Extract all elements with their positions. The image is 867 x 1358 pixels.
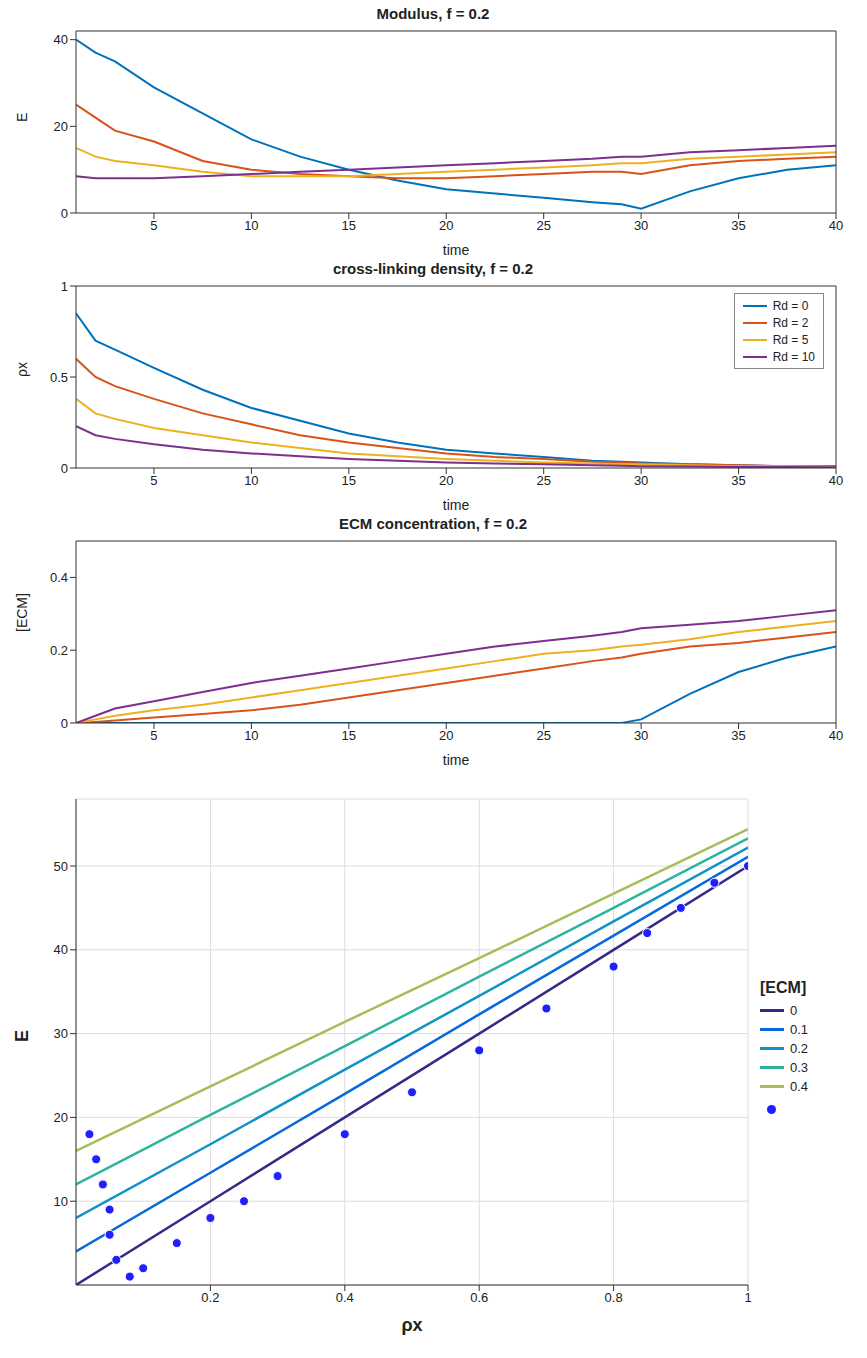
html-text:0.2: 0.2 xyxy=(790,1041,809,1056)
html-text:Rd = 5: Rd = 5 xyxy=(772,332,809,347)
svg-text:1: 1 xyxy=(744,1290,751,1305)
svg-text:20: 20 xyxy=(439,218,453,233)
svg-text:10: 10 xyxy=(54,1194,68,1209)
svg-text:10: 10 xyxy=(244,473,258,488)
svg-text:0.2: 0.2 xyxy=(201,1290,219,1305)
svg-text:40: 40 xyxy=(829,218,843,233)
svg-text:1: 1 xyxy=(61,279,68,294)
svg-text:0: 0 xyxy=(61,206,68,221)
svg-text:15: 15 xyxy=(342,218,356,233)
svg-text:20: 20 xyxy=(439,728,453,743)
html-text:cross-linking density, f = 0.2: cross-linking density, f = 0.2 xyxy=(332,260,534,277)
svg-text:0.4: 0.4 xyxy=(50,570,68,585)
svg-text:20: 20 xyxy=(439,473,453,488)
svg-text:30: 30 xyxy=(634,218,648,233)
svg-text:40: 40 xyxy=(829,473,843,488)
svg-text:40: 40 xyxy=(54,32,68,47)
svg-text:ρx: ρx xyxy=(401,1315,422,1335)
svg-text:time: time xyxy=(443,242,470,258)
svg-text:30: 30 xyxy=(634,473,648,488)
svg-text:0: 0 xyxy=(61,461,68,476)
html-text:0.4: 0.4 xyxy=(790,1079,809,1094)
svg-text:[ECM]: [ECM] xyxy=(14,593,30,632)
html-text:0.1: 0.1 xyxy=(790,1022,809,1037)
svg-text:15: 15 xyxy=(342,473,356,488)
svg-text:10: 10 xyxy=(244,728,258,743)
svg-text:5: 5 xyxy=(150,728,157,743)
html-text:Modulus, f = 0.2: Modulus, f = 0.2 xyxy=(376,5,490,22)
svg-text:E: E xyxy=(12,1030,32,1042)
svg-text:20: 20 xyxy=(54,1110,68,1125)
svg-text:20: 20 xyxy=(54,119,68,134)
svg-text:35: 35 xyxy=(731,728,745,743)
svg-text:50: 50 xyxy=(54,859,68,874)
svg-text:25: 25 xyxy=(536,728,550,743)
svg-text:0: 0 xyxy=(61,716,68,731)
svg-text:10: 10 xyxy=(244,218,258,233)
svg-text:25: 25 xyxy=(536,218,550,233)
html-text:Rd = 10: Rd = 10 xyxy=(772,349,815,364)
html-text:Rd = 0: Rd = 0 xyxy=(772,298,809,313)
svg-text:35: 35 xyxy=(731,473,745,488)
svg-text:0.2: 0.2 xyxy=(50,643,68,658)
svg-text:0.8: 0.8 xyxy=(605,1290,623,1305)
svg-text:ρx: ρx xyxy=(14,362,30,377)
html-text:[ECM]: [ECM] xyxy=(760,979,807,996)
svg-text:0.4: 0.4 xyxy=(336,1290,354,1305)
svg-text:30: 30 xyxy=(634,728,648,743)
svg-text:35: 35 xyxy=(731,218,745,233)
html-text:0: 0 xyxy=(790,1003,798,1018)
svg-text:25: 25 xyxy=(536,473,550,488)
svg-text:40: 40 xyxy=(829,728,843,743)
svg-text:5: 5 xyxy=(150,473,157,488)
svg-text:0.6: 0.6 xyxy=(470,1290,488,1305)
html-text:Rd = 2: Rd = 2 xyxy=(772,315,809,330)
svg-text:15: 15 xyxy=(342,728,356,743)
svg-text:time: time xyxy=(443,752,470,768)
svg-text:5: 5 xyxy=(150,218,157,233)
svg-text:time: time xyxy=(443,497,470,513)
svg-text:0.5: 0.5 xyxy=(50,370,68,385)
svg-text:30: 30 xyxy=(54,1026,68,1041)
svg-text:40: 40 xyxy=(54,942,68,957)
html-text:0.3: 0.3 xyxy=(790,1060,809,1075)
html-text:ECM concentration, f = 0.2: ECM concentration, f = 0.2 xyxy=(339,515,527,532)
svg-text:E: E xyxy=(14,113,30,122)
